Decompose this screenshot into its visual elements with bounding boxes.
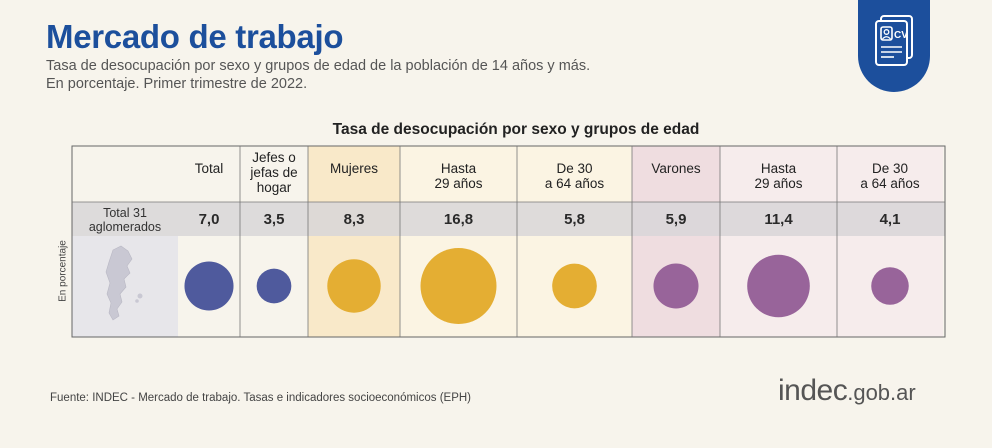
row-label-line-2: aglomerados — [89, 220, 161, 234]
bubble — [747, 254, 810, 318]
data-label: 4,1 — [880, 211, 901, 228]
page-subtitle: Tasa de desocupación por sexo y grupos d… — [46, 57, 590, 93]
island-mark — [137, 293, 143, 299]
column-header-label: Hasta — [441, 161, 477, 176]
values-row-band — [72, 202, 945, 236]
indec-logo: indec.gob.ar — [778, 374, 916, 408]
bubble — [256, 268, 292, 304]
argentina-map-icon — [105, 245, 133, 321]
data-label: 5,8 — [564, 211, 585, 228]
column-header-label: Varones — [651, 161, 701, 176]
column-header-label: Mujeres — [330, 161, 378, 176]
column-header-label: a 64 años — [860, 176, 920, 191]
bubble — [653, 263, 699, 309]
column-header-label: Total — [195, 161, 224, 176]
logo-suffix-text: .gob.ar — [847, 380, 916, 405]
column-header-label: jefas de — [249, 165, 297, 180]
data-label: 11,4 — [764, 211, 793, 228]
column-header-label: De 30 — [872, 161, 908, 176]
logo-main-text: indec — [778, 374, 848, 407]
cv-badge: CV — [858, 0, 930, 92]
bubble — [420, 248, 497, 324]
column-header-label: 29 años — [434, 176, 482, 191]
column-header-label: 29 años — [754, 176, 802, 191]
bubble — [184, 261, 234, 311]
data-label: 5,9 — [666, 211, 687, 228]
column-header-label: De 30 — [556, 161, 592, 176]
cv-document-icon: CV — [875, 15, 913, 66]
column-header-label: hogar — [257, 180, 292, 195]
data-label: 8,3 — [344, 211, 365, 228]
table-border — [71, 145, 946, 338]
page-title: Mercado de trabajo — [46, 18, 344, 55]
bubble — [552, 263, 597, 309]
subtitle-line-1: Tasa de desocupación por sexo y grupos d… — [46, 58, 591, 74]
data-label: 7,0 — [199, 211, 220, 228]
column-header-label: Hasta — [761, 161, 797, 176]
chart-title: Tasa de desocupación por sexo y grupos d… — [332, 121, 700, 138]
data-label: 16,8 — [444, 211, 473, 228]
island-mark — [135, 299, 139, 303]
column-header-label: a 64 años — [545, 176, 605, 191]
source-note: Fuente: INDEC - Mercado de trabajo. Tasa… — [50, 392, 472, 404]
subtitle-line-2: En porcentaje. Primer trimestre de 2022. — [46, 76, 308, 92]
bubble — [871, 267, 909, 305]
cv-label: CV — [894, 30, 908, 41]
row-label-line-1: Total 31 — [103, 206, 147, 220]
group-background — [837, 146, 943, 337]
data-label: 3,5 — [264, 211, 285, 228]
column-header-label: Jefes o — [252, 150, 296, 165]
bubble — [327, 259, 381, 313]
